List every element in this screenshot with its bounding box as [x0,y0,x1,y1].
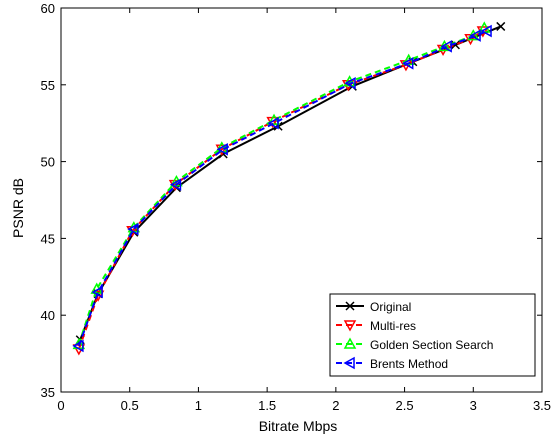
x-tick-label: 2.5 [396,398,414,413]
data-point-brents-method [480,24,492,38]
x-axis-label: Bitrate Mbps [259,418,338,434]
data-point-brents-method [216,143,228,156]
data-point-brents-method [72,339,84,353]
x-tick-label: 1 [195,398,202,413]
y-axis-label: PSNR dB [10,178,26,238]
legend: Original Multi-res Golden Section Search Br… [329,293,536,377]
y-tick-label: 60 [41,1,55,16]
y-tick-label: 55 [41,78,55,93]
data-point-brents-method [267,116,279,130]
legend-marker-brents-method [343,356,355,370]
y-tick-label: 45 [41,231,55,246]
data-point-brents-method [469,29,481,42]
legend-label-brents-method: Brents Method [370,357,448,371]
legend-box [329,293,536,377]
data-point-brents-method [91,285,103,299]
y-tick-label: 40 [41,308,55,323]
y-tick-label: 35 [41,385,55,400]
data-point-brents-method [169,178,182,191]
data-point-brents-method [402,57,414,70]
legend-label-golden-section-search: Golden Section Search [370,338,493,352]
x-tick-label: 2 [332,398,339,413]
x-tick-label: 1.5 [258,398,276,413]
legend-label-multi-res: Multi-res [370,319,416,333]
x-tick-label: 3.5 [533,398,551,413]
plot-frame [60,7,543,393]
axes: 0 0.5 1 1.5 2 2.5 3 3.5 35 40 45 50 55 60 [41,1,552,413]
data-point-brents-method [440,40,452,53]
plot-area [72,21,506,356]
legend-marker-original [345,301,355,311]
legend-marker-multi-res [343,320,357,332]
legend-label-original: Original [370,300,411,314]
data-point-original [450,40,460,50]
data-point-brents-method [127,222,139,236]
data-point-original [496,21,506,31]
series-line-brents-method [77,30,488,347]
data-point-brents-method [344,76,356,90]
x-tick-label: 3 [470,398,477,413]
legend-marker-golden-section-search [343,337,357,349]
y-tick-label: 50 [41,155,55,170]
x-tick-label: 0.5 [121,398,139,413]
x-tick-label: 0 [57,398,64,413]
